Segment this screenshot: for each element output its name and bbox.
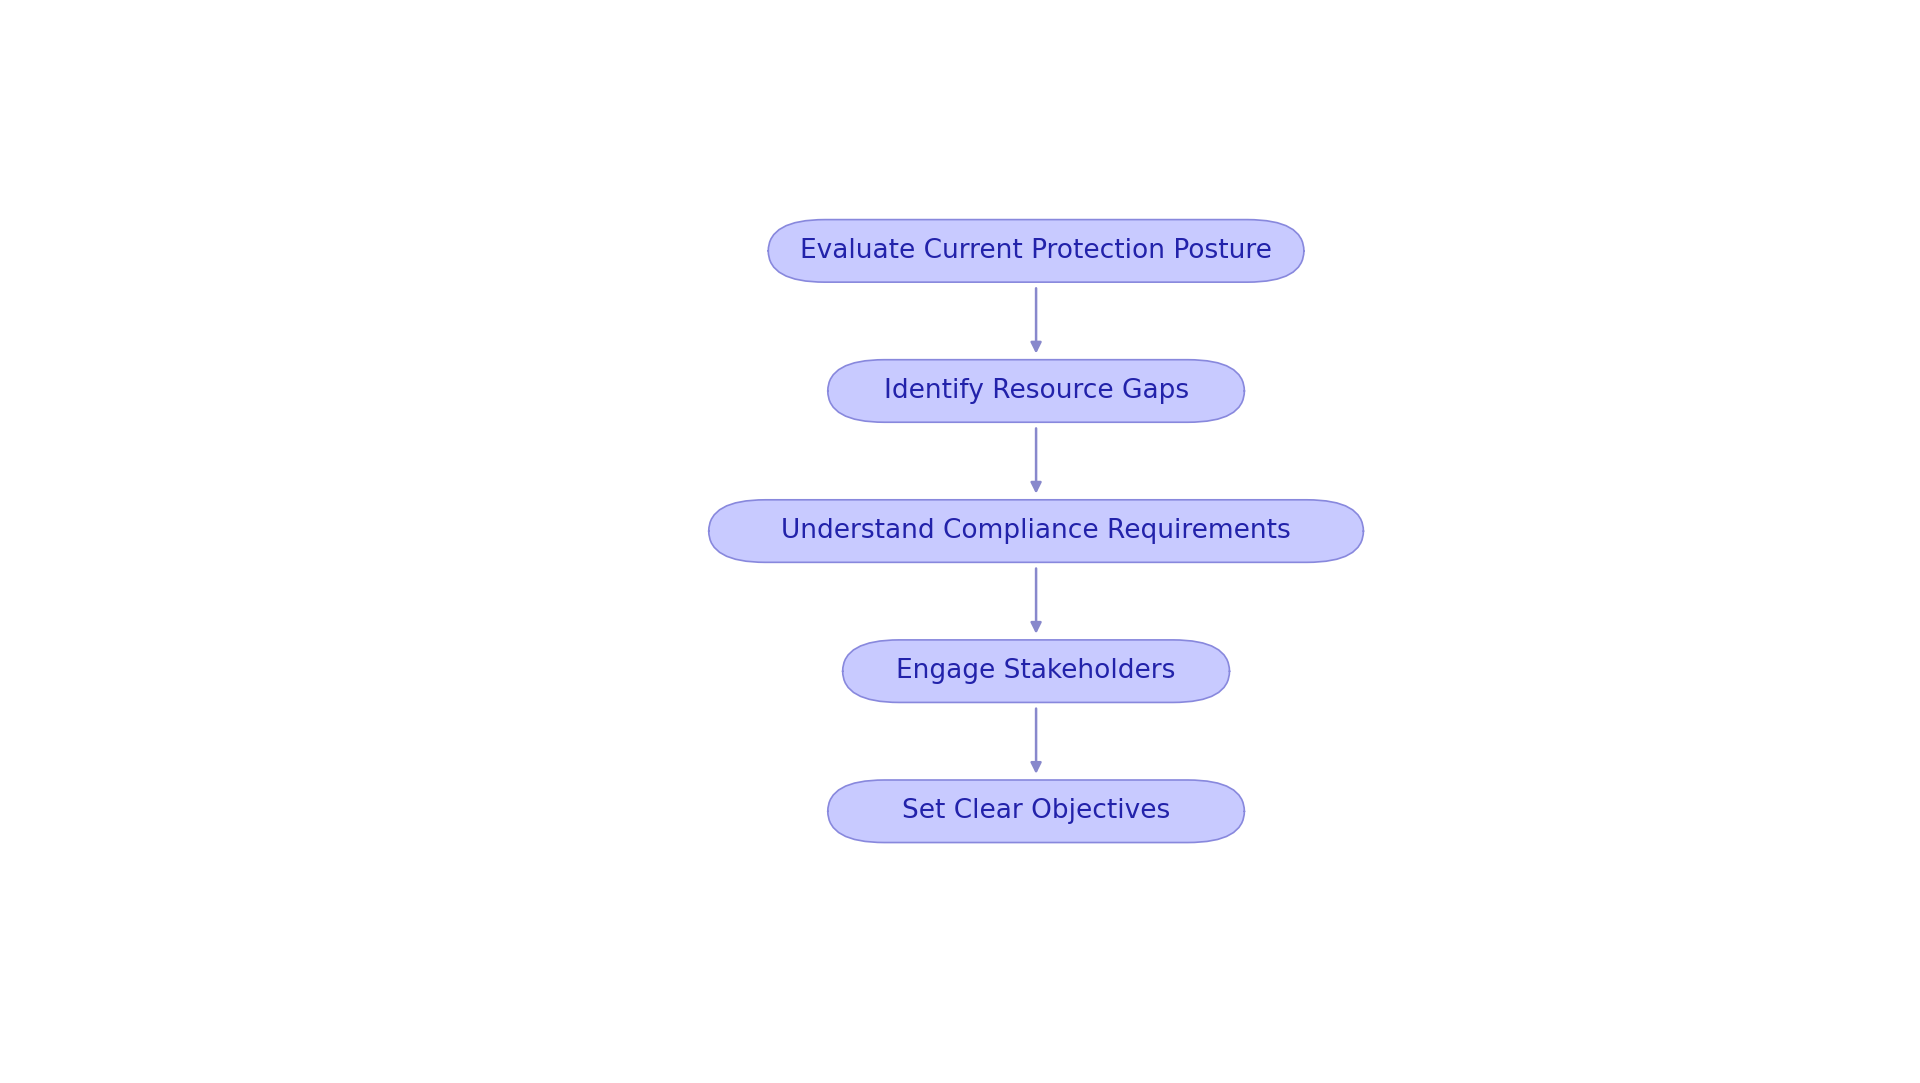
FancyBboxPatch shape <box>768 220 1304 283</box>
FancyBboxPatch shape <box>828 780 1244 843</box>
FancyBboxPatch shape <box>828 360 1244 422</box>
FancyBboxPatch shape <box>708 499 1363 562</box>
FancyBboxPatch shape <box>843 640 1229 703</box>
Text: Evaluate Current Protection Posture: Evaluate Current Protection Posture <box>801 238 1273 264</box>
Text: Identify Resource Gaps: Identify Resource Gaps <box>883 378 1188 404</box>
Text: Understand Compliance Requirements: Understand Compliance Requirements <box>781 518 1290 544</box>
Text: Engage Stakeholders: Engage Stakeholders <box>897 658 1175 684</box>
Text: Set Clear Objectives: Set Clear Objectives <box>902 798 1169 824</box>
